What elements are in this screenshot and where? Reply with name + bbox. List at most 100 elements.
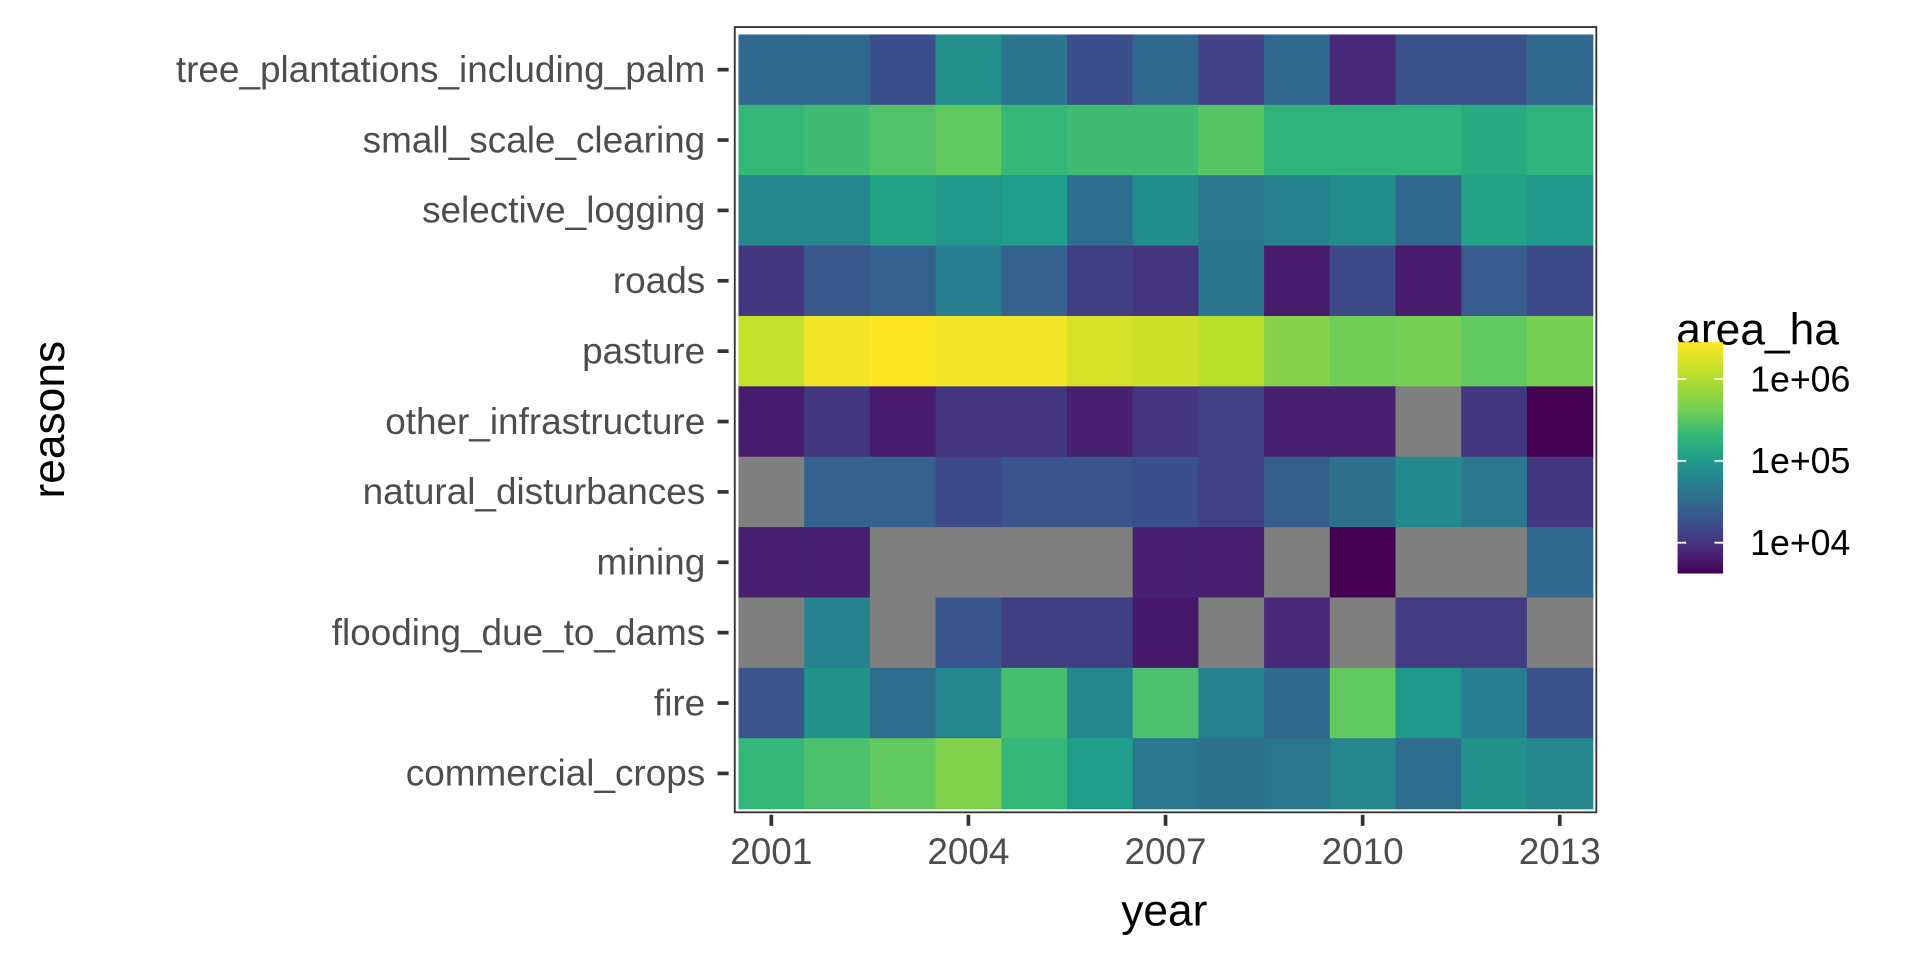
heatmap-tile [1329,104,1397,176]
y-tick-label: commercial_crops [406,753,705,794]
y-tick-label: natural_disturbances [363,471,706,512]
y-tick-label: small_scale_clearing [363,119,706,160]
heatmap-tile [738,175,805,247]
heatmap-tile [1001,667,1068,739]
heatmap-tile [869,527,937,599]
heatmap-tile [804,527,871,599]
heatmap-tile [1264,527,1331,599]
heatmap-tile [1329,315,1397,388]
heatmap-tile [1001,104,1068,176]
heatmap-tile [1001,738,1068,810]
heatmap-tile [1198,315,1265,388]
heatmap-tile [1461,597,1528,669]
heatmap-tile [935,386,1003,458]
heatmap-tile [1132,456,1200,528]
heatmap-tile [1461,104,1528,176]
heatmap-tile [1001,597,1068,669]
heatmap-tile [869,386,937,458]
heatmap-tile [1395,597,1462,669]
y-tick-label: selective_logging [422,190,705,231]
heatmap-tile [1395,34,1462,106]
heatmap-tile [738,456,805,528]
heatmap-tile [1395,527,1462,599]
heatmap-tile [1395,245,1462,317]
heatmap-tile [738,104,805,176]
heatmap-tile [935,738,1003,810]
heatmap-tile [1264,386,1331,458]
y-tick-label: fire [654,682,705,723]
heatmap-tile [804,315,871,388]
heatmap-tile [1329,738,1397,810]
heatmap-tile [1066,104,1134,176]
heatmap-tile [1264,597,1331,669]
heatmap-tile [1461,315,1528,388]
heatmap-tile [1132,667,1200,739]
heatmap-tile [1526,456,1594,528]
heatmap-tile [1066,667,1134,739]
heatmap-tile [1329,597,1397,669]
heatmap-tile [1526,597,1594,669]
heatmap-tile [1395,386,1462,458]
x-axis: 2001 2004 2007 2010 2013 [730,814,1601,872]
heatmap-tile [1132,104,1200,176]
heatmap-tile [1461,527,1528,599]
heatmap-tile [1132,527,1200,599]
heatmap-tile [869,315,937,388]
heatmap-tile [1066,245,1134,317]
heatmap-tile [1461,175,1528,247]
x-tick-label: 2013 [1519,831,1601,872]
heatmap-tile [738,315,805,388]
heatmap-tile [738,527,805,599]
heatmap-tile [869,104,937,176]
heatmap-tile [869,175,937,247]
colorbar [1677,342,1724,574]
heatmap-tile [1264,104,1331,176]
heatmap-tile [1526,667,1594,739]
heatmap-tile [1132,738,1200,810]
heatmap-tile [1001,527,1068,599]
heatmap-tile [1461,738,1528,810]
heatmap-tile [935,34,1003,106]
x-tick-label: 2007 [1124,831,1206,872]
heatmap-tile [1264,245,1331,317]
heatmap-tile [869,738,937,810]
heatmap-tile [1461,245,1528,317]
heatmap-tile [804,34,871,106]
heatmap-tile [1132,34,1200,106]
heatmap-tile [1066,34,1134,106]
heatmap-tile [1198,175,1265,247]
panel-border [733,26,1598,814]
heatmap-tile [1526,104,1594,176]
heatmap-tile [1526,315,1594,388]
heatmap-tile [1198,456,1265,528]
heatmap-tile [1395,738,1462,810]
heatmap-tile [1001,456,1068,528]
heatmap-tile [1395,667,1462,739]
heatmap-tile [1461,456,1528,528]
heatmap-tile [1329,456,1397,528]
heatmap-tile [1329,34,1397,106]
y-tick-label: roads [613,260,705,301]
legend-tick-label: 1e+05 [1750,441,1850,481]
heatmap-tile [935,597,1003,669]
heatmap-tile [1198,245,1265,317]
heatmap-tile [1395,315,1462,388]
heatmap-tile [1395,175,1462,247]
x-axis-title: year [1121,887,1207,936]
heatmap-tile [1395,104,1462,176]
heatmap-tile [1066,738,1134,810]
heatmap-tile [1198,34,1265,106]
heatmap-tile [1329,175,1397,247]
heatmap-tile [1132,175,1200,247]
heatmap-tile [1132,245,1200,317]
heatmap-tile [738,738,805,810]
heatmap-tile [1264,34,1331,106]
heatmap-tile [1198,597,1265,669]
heatmap-tile [1329,667,1397,739]
heatmap-tile [1461,34,1528,106]
heatmap-tile [1001,245,1068,317]
heatmap-tile [869,456,937,528]
heatmap-tile [1264,738,1331,810]
heatmap-tile [1526,245,1594,317]
